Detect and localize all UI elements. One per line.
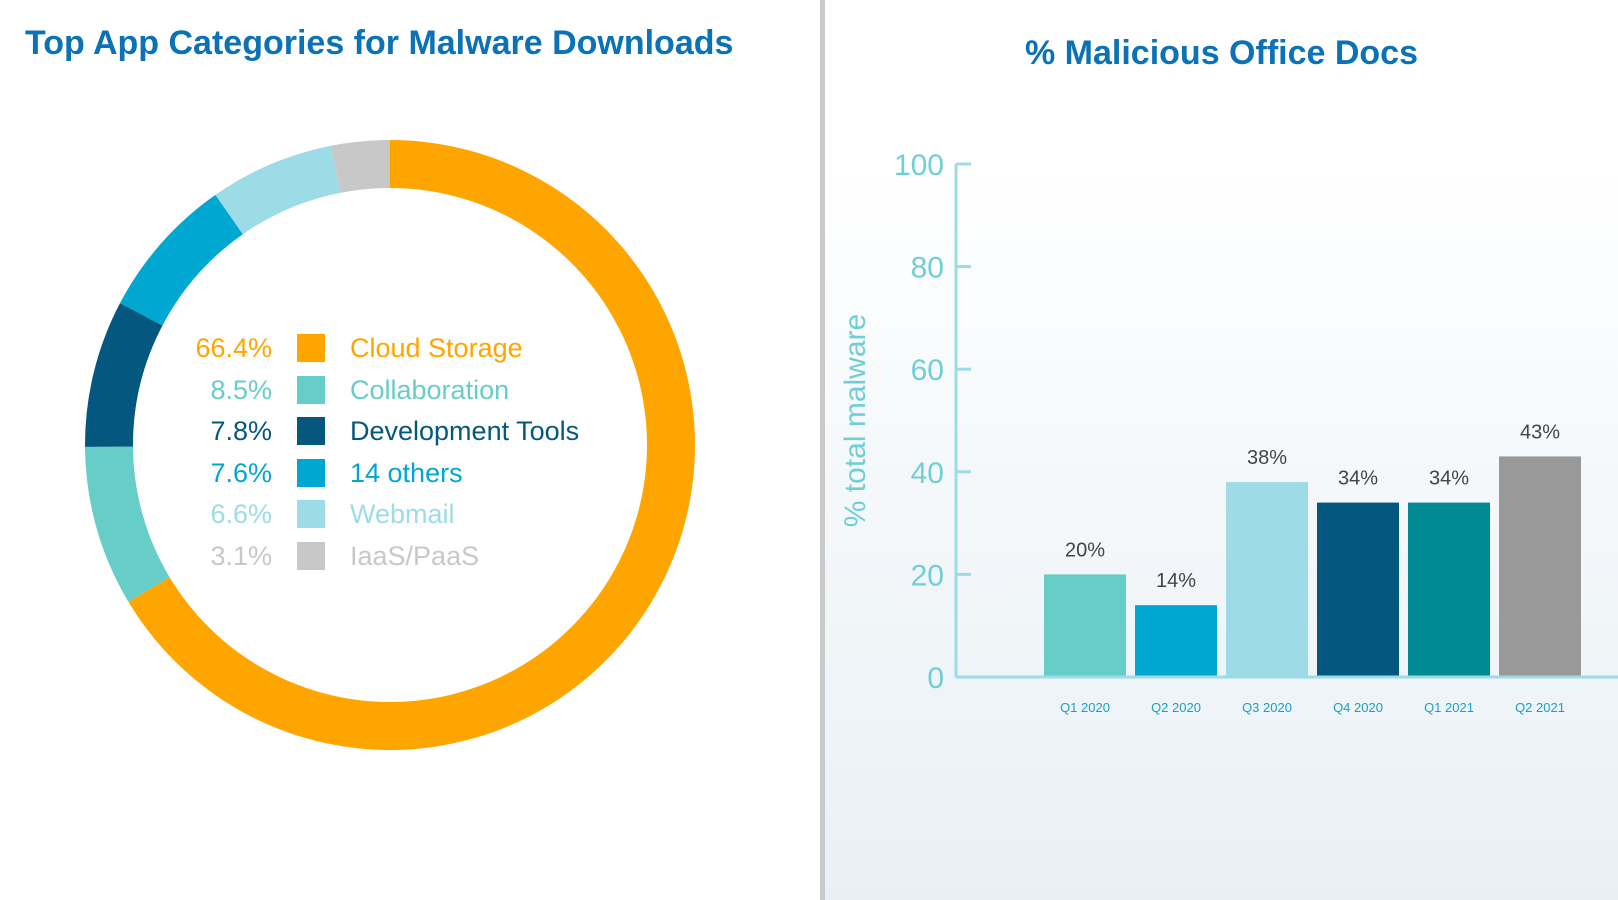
legend-value: 7.6% [210,457,272,488]
bar-q1-2021 [1408,502,1490,676]
legend-swatch [297,417,325,445]
legend-swatch [297,334,325,362]
x-tick-label: Q2 2020 [1151,700,1201,715]
bar-value-label: 38% [1247,447,1287,469]
legend-value: 66.4% [195,333,272,363]
legend-swatch [297,541,325,570]
x-tick-label: Q1 2021 [1424,700,1474,715]
legend-value: 3.1% [210,540,272,571]
bar-value-label: 34% [1429,468,1469,490]
x-tick-label: Q3 2020 [1242,700,1292,715]
legend-value: 8.5% [210,374,272,405]
bar-chart: 0 20 40 60 80 100 % total malware 20% Q1 2020 14%… [839,149,1618,715]
bar-value-label: 14% [1156,570,1196,592]
y-tick-label: 100 [894,149,944,182]
bar-value-label: 43% [1520,421,1560,443]
donut-slice-webmail [215,145,341,235]
panel-divider [820,0,825,900]
bar-q3-2020 [1226,482,1308,676]
legend-swatch [297,375,325,404]
bar-q1-2020 [1044,574,1126,676]
donut-slice-development-tools [84,303,163,447]
legend-label: 14 others [350,457,463,488]
legend-swatch [297,458,325,487]
y-tick-label: 0 [927,662,944,695]
bar-value-label: 20% [1065,539,1105,561]
donut-chart [84,140,696,751]
y-axis-label: % total malware [839,314,872,527]
y-tick-label: 20 [911,559,944,592]
legend-label: Collaboration [350,374,510,405]
bar-q2-2020 [1135,605,1217,676]
legend-label: IaaS/PaaS [350,540,480,571]
x-tick-label: Q2 2021 [1515,700,1565,715]
legend-label: Development Tools [350,416,580,446]
donut-slice-iaas-paas [330,140,390,193]
legend-label: Webmail [350,499,455,529]
bar-value-label: 34% [1338,468,1378,490]
donut-slice-collaboration [85,446,170,602]
y-tick-label: 60 [911,354,944,387]
malware-categories-panel: Top App Categories for Malware Downloads… [25,24,734,751]
bar-q4-2020 [1317,502,1399,676]
legend-swatch [297,500,325,528]
x-tick-label: Q4 2020 [1333,700,1383,715]
legend-label: Cloud Storage [350,333,523,363]
x-tick-label: Q1 2020 [1060,700,1110,715]
y-tick-label: 80 [911,252,944,285]
donut-chart-title: Top App Categories for Malware Downloads [25,24,734,62]
bar-q2-2021 [1499,456,1581,676]
legend-value: 7.8% [210,416,272,446]
office-docs-panel: % Malicious Office Docs 0 20 40 60 80 100 % to… [825,0,1618,900]
donut-slice-14-others [120,194,243,326]
y-tick-label: 40 [911,457,944,490]
bar-chart-title: % Malicious Office Docs [1025,34,1418,72]
legend-value: 6.6% [210,499,272,529]
